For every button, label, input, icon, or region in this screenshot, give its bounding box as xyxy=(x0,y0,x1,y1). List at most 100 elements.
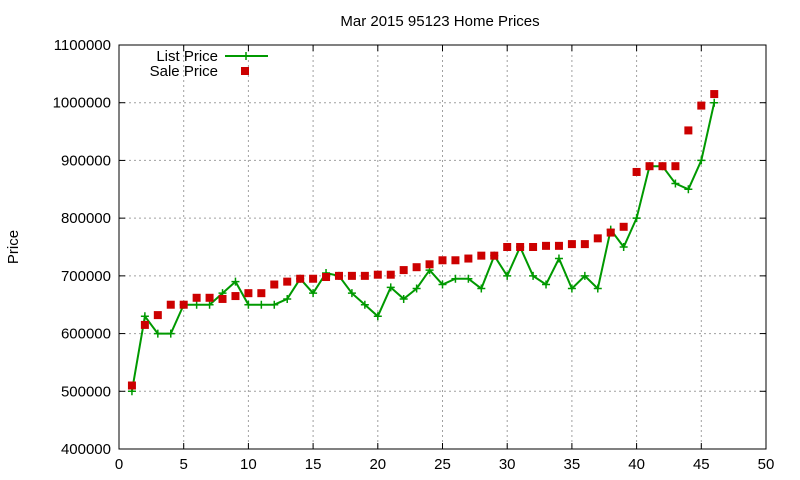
list-price-point xyxy=(697,156,706,165)
sale-price-point xyxy=(477,251,486,260)
sale-price-point xyxy=(205,293,214,302)
sale-price-point xyxy=(580,240,589,249)
sale-price-point xyxy=(438,256,447,265)
sale-price-point xyxy=(710,90,719,99)
x-tick-label: 20 xyxy=(369,456,386,473)
sale-price-point xyxy=(257,289,266,298)
x-tick-label: 40 xyxy=(628,456,645,473)
list-price-point xyxy=(671,179,680,188)
sale-price-point xyxy=(684,126,693,135)
x-tick-label: 25 xyxy=(434,456,451,473)
sale-price-point xyxy=(347,271,356,280)
list-price-point xyxy=(593,284,602,293)
y-tick-label: 1100000 xyxy=(54,37,111,54)
sale-price-point xyxy=(516,243,525,251)
list-price-line xyxy=(130,102,716,392)
list-price-point xyxy=(257,300,266,309)
list-price-point xyxy=(192,300,201,309)
y-tick-label: 400000 xyxy=(61,441,111,458)
sale-price-point xyxy=(244,289,253,298)
sale-price-point xyxy=(412,263,421,272)
list-price-point xyxy=(503,271,512,280)
list-price-point xyxy=(567,284,576,293)
sale-price-point xyxy=(179,300,188,309)
x-tick-label: 30 xyxy=(499,456,516,473)
list-price-point xyxy=(373,312,382,321)
list-price-point xyxy=(542,280,551,289)
sale-price-point xyxy=(503,243,512,251)
sale-price-point xyxy=(334,271,343,280)
sale-price-point xyxy=(360,271,369,280)
sale-price-point xyxy=(697,101,706,110)
legend-label-list-price: List Price xyxy=(156,48,218,65)
list-price-point xyxy=(166,329,175,338)
list-price-point xyxy=(347,289,356,298)
list-price-point xyxy=(205,300,214,309)
sale-price-point xyxy=(296,274,305,283)
chart-title: Mar 2015 95123 Home Prices xyxy=(340,13,539,30)
list-price-point xyxy=(464,274,473,283)
list-price-point xyxy=(684,185,693,194)
sale-price-point xyxy=(373,270,382,279)
sale-price-point xyxy=(218,294,227,303)
list-price-point xyxy=(451,274,460,283)
sale-price-point xyxy=(309,274,318,283)
sale-price-point xyxy=(127,381,136,390)
list-price-point xyxy=(153,329,162,338)
list-price-point xyxy=(619,243,628,251)
list-price-point xyxy=(270,300,279,309)
sale-price-point xyxy=(425,260,434,269)
list-price-point xyxy=(710,98,719,107)
list-price-point xyxy=(438,280,447,289)
grid-lines xyxy=(119,45,766,449)
sale-price-point xyxy=(283,277,292,286)
y-tick-label: 800000 xyxy=(61,210,111,227)
y-tick-label: 500000 xyxy=(61,383,111,400)
list-price-point xyxy=(244,300,253,309)
sale-price-point xyxy=(166,300,175,309)
legend: List Price Sale Price xyxy=(150,48,268,80)
list-price-point xyxy=(231,277,240,286)
list-price-point xyxy=(283,294,292,303)
x-tick-label: 0 xyxy=(115,456,123,473)
legend-marker-sale-price xyxy=(241,67,249,75)
sale-price-point xyxy=(322,273,331,282)
sale-price-point xyxy=(451,256,460,265)
sale-price-point xyxy=(231,292,240,301)
list-price-point xyxy=(529,271,538,280)
sale-price-point xyxy=(399,266,408,275)
list-price-point xyxy=(580,271,589,280)
x-tick-label: 50 xyxy=(758,456,775,473)
y-tick-label: 700000 xyxy=(61,268,111,285)
list-price-point xyxy=(360,300,369,309)
x-tick-label: 35 xyxy=(564,456,581,473)
sale-price-point xyxy=(386,270,395,279)
legend-marker-list-price xyxy=(242,52,250,60)
list-price-point xyxy=(477,284,486,293)
y-tick-label: 1000000 xyxy=(53,95,111,112)
x-tick-label: 5 xyxy=(180,456,188,473)
sale-price-point xyxy=(529,243,538,251)
x-tick-label: 15 xyxy=(305,456,322,473)
sale-price-point xyxy=(542,241,551,250)
list-price-point xyxy=(386,283,395,292)
sale-price-point xyxy=(554,241,563,250)
sale-price-series xyxy=(127,90,719,390)
x-axis: 0 5 10 15 20 25 30 35 40 45 50 xyxy=(115,45,775,473)
sale-price-point xyxy=(645,162,654,171)
list-price-point xyxy=(412,284,421,293)
sale-price-point xyxy=(632,167,641,176)
x-tick-label: 45 xyxy=(693,456,710,473)
list-price-point xyxy=(554,254,563,263)
legend-label-sale-price: Sale Price xyxy=(150,63,218,80)
sale-price-point xyxy=(658,162,667,171)
sale-price-point xyxy=(619,222,628,231)
y-tick-label: 600000 xyxy=(61,326,111,343)
list-price-point xyxy=(140,312,149,321)
sale-price-point xyxy=(270,280,279,289)
sale-price-point xyxy=(140,320,149,329)
sale-price-point xyxy=(671,162,680,171)
sale-price-point xyxy=(464,254,473,263)
x-tick-label: 10 xyxy=(240,456,257,473)
